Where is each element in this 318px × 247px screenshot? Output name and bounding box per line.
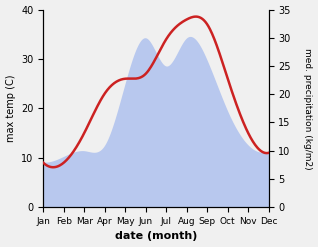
Y-axis label: med. precipitation (kg/m2): med. precipitation (kg/m2) bbox=[303, 48, 313, 169]
Y-axis label: max temp (C): max temp (C) bbox=[5, 75, 16, 142]
X-axis label: date (month): date (month) bbox=[115, 231, 197, 242]
